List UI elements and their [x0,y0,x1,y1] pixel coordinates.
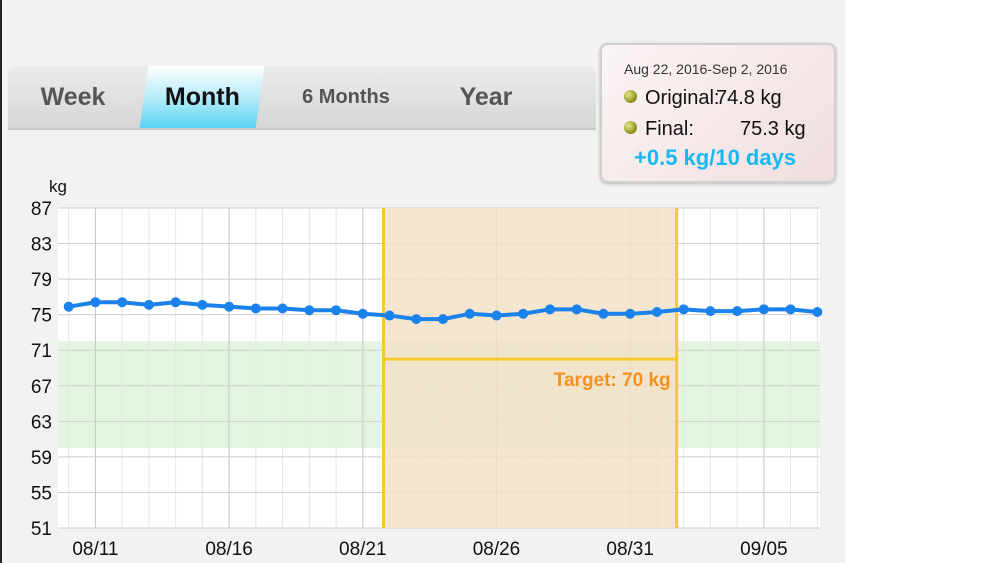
final-label: Final: [645,118,694,140]
original-value: 74.8 kg [716,87,782,109]
original-label: Original: [645,87,720,109]
data-point[interactable] [464,308,475,319]
period-tab-bar: Week Month 6 Months Year [8,66,596,130]
data-point[interactable] [143,299,154,310]
data-point[interactable] [90,297,101,308]
final-value: 75.3 kg [740,118,806,140]
data-point[interactable] [224,301,235,312]
data-point[interactable] [438,314,449,325]
x-tick-label: 08/21 [339,539,387,560]
tab-year-label: Year [459,82,513,111]
tab-6-months-label: 6 Months [302,85,390,108]
y-tick-label: 71 [31,341,52,362]
data-point[interactable] [411,314,422,325]
data-point[interactable] [250,303,261,314]
y-tick-label: 59 [31,448,52,469]
summary-final-row: Final: 75.3 kg [624,118,806,141]
x-tick-label: 09/05 [740,539,788,560]
data-point[interactable] [491,310,502,321]
x-tick-label: 08/26 [473,539,521,560]
data-point[interactable] [63,301,74,312]
data-point[interactable] [170,297,181,308]
target-label: Target: 70 kg [554,370,671,391]
data-point[interactable] [277,303,288,314]
y-axis-unit: kg [49,177,67,196]
left-border [0,0,2,563]
tab-6-months[interactable]: 6 Months [276,66,416,128]
y-tick-label: 79 [31,270,52,291]
data-point[interactable] [625,308,636,319]
y-tick-label: 51 [31,519,52,540]
y-tick-label: 55 [31,483,52,504]
data-point[interactable] [732,306,743,317]
data-point[interactable] [544,304,555,315]
data-point[interactable] [678,304,689,315]
selected-range[interactable] [383,208,677,528]
data-point[interactable] [785,304,796,315]
x-tick-label: 08/11 [72,539,118,560]
x-tick-label: 08/16 [205,539,253,560]
y-tick-label: 67 [31,377,52,398]
data-point[interactable] [812,307,823,317]
y-tick-label: 75 [31,306,52,327]
data-point[interactable] [598,308,609,319]
data-point[interactable] [384,310,395,321]
data-point[interactable] [518,308,529,319]
x-tick-label: 08/31 [606,539,654,560]
summary-original-row: Original: 74.8 kg [624,87,782,110]
data-point[interactable] [705,306,716,317]
data-point[interactable] [571,304,582,315]
tab-year[interactable]: Year [426,66,546,128]
olive-bullet-icon [624,121,637,134]
tab-week-label: Week [40,82,106,111]
data-point[interactable] [117,297,128,308]
data-point[interactable] [331,305,342,316]
tab-week[interactable]: Week [8,66,138,128]
olive-bullet-icon [624,90,637,103]
summary-date-range: Aug 22, 2016-Sep 2, 2016 [624,61,788,77]
y-tick-label: 83 [31,235,52,256]
data-point[interactable] [197,299,208,310]
y-tick-label: 87 [31,199,52,220]
data-point[interactable] [304,305,315,316]
data-point[interactable] [651,307,662,317]
data-point[interactable] [758,304,769,315]
y-tick-label: 63 [31,412,52,433]
summary-panel: Aug 22, 2016-Sep 2, 2016 Original: 74.8 … [600,43,836,183]
data-point[interactable] [357,308,368,319]
weight-change-rate: +0.5 kg/10 days [634,145,797,170]
weight-chart[interactable]: Target: 70 kg 51 55 59 63 67 71 75 79 83 87 kg 08/11… [0,0,845,563]
